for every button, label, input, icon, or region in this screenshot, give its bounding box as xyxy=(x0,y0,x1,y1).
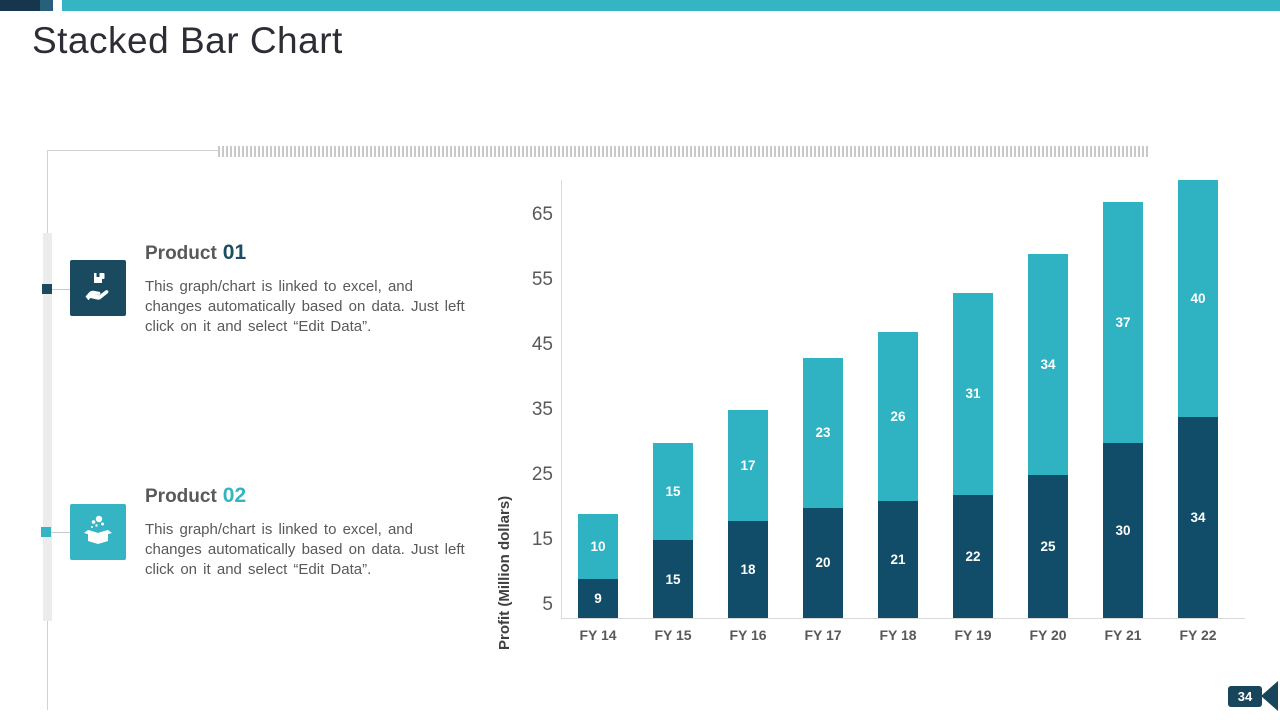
product1-icon-box xyxy=(70,260,126,316)
x-axis-category-label: FY 16 xyxy=(729,627,767,643)
y-tick-label: 35 xyxy=(531,399,553,421)
bar-segment-product2[interactable]: 23 xyxy=(803,358,843,508)
frame-left-bar xyxy=(43,233,52,621)
header-strip-dark xyxy=(0,0,40,11)
y-tick-label: 55 xyxy=(531,269,553,291)
ticker-strip-decoration xyxy=(218,146,1148,157)
x-axis-category-label: FY 17 xyxy=(804,627,842,643)
x-axis-category-label: FY 21 xyxy=(1104,627,1142,643)
product1-heading-label: Product xyxy=(145,243,217,264)
y-tick-label: 65 xyxy=(531,204,553,226)
bar-segment-product2[interactable]: 31 xyxy=(953,293,993,495)
product2-description: This graph/chart is linked to excel, and… xyxy=(145,521,465,578)
bar-segment-product1[interactable]: 22 xyxy=(953,494,993,618)
bar-segment-product1[interactable]: 9 xyxy=(578,579,618,618)
product1-bullet-square xyxy=(42,284,52,294)
product1-heading: Product 01 xyxy=(145,241,246,265)
product2-bullet-square xyxy=(41,527,51,537)
product2-connector-line xyxy=(51,532,70,533)
stacked-bar-chart[interactable]: Profit (Million dollars) 5 15 25 35 45 55 65 9 1… xyxy=(490,170,1260,650)
product2-heading-label: Product xyxy=(145,486,217,507)
bar-segment-product1[interactable]: 30 xyxy=(1103,442,1143,618)
header-strip-teal xyxy=(62,0,1280,11)
bar-segment-product2[interactable]: 34 xyxy=(1028,254,1068,476)
product1-heading-number: 01 xyxy=(222,241,247,264)
page-title: Stacked Bar Chart xyxy=(32,20,343,61)
bar-segment-product1[interactable]: 25 xyxy=(1028,475,1068,618)
x-axis-line xyxy=(561,618,1245,619)
x-axis-category-label: FY 15 xyxy=(654,627,692,643)
product2-heading-number: 02 xyxy=(222,484,247,507)
bar-segment-product1[interactable]: 20 xyxy=(803,507,843,618)
bar-segment-product2[interactable]: 10 xyxy=(578,514,618,579)
x-axis-category-label: FY 22 xyxy=(1179,627,1217,643)
bar-segment-product2[interactable]: 40 xyxy=(1178,180,1218,417)
bar-segment-product1[interactable]: 15 xyxy=(653,540,693,618)
hand-holding-box-icon xyxy=(81,269,115,308)
product1-connector-line xyxy=(52,289,70,290)
x-axis-category-label: FY 20 xyxy=(1029,627,1067,643)
frame-top-line xyxy=(47,150,218,151)
page-number-badge: 34 xyxy=(1228,686,1262,707)
y-tick-label: 45 xyxy=(531,334,553,356)
bar-segment-product2[interactable]: 26 xyxy=(878,332,918,502)
bar-segment-product2[interactable]: 15 xyxy=(653,442,693,540)
bar-segment-product1[interactable]: 21 xyxy=(878,501,918,618)
x-axis-category-label: FY 19 xyxy=(954,627,992,643)
y-tick-label: 25 xyxy=(531,464,553,486)
page-arrow-icon xyxy=(1261,681,1278,711)
y-tick-label: 5 xyxy=(542,594,553,615)
open-box-icon xyxy=(80,512,116,553)
y-axis-title: Profit (Million dollars) xyxy=(496,495,513,650)
product2-heading: Product 02 xyxy=(145,484,246,508)
y-axis-line xyxy=(561,180,562,618)
bar-segment-product1[interactable]: 34 xyxy=(1178,416,1218,618)
y-tick-label: 15 xyxy=(531,529,553,551)
product1-description: This graph/chart is linked to excel, and… xyxy=(145,278,465,335)
x-axis-category-label: FY 14 xyxy=(579,627,617,643)
header-strip-medium xyxy=(40,0,53,11)
bar-segment-product2[interactable]: 37 xyxy=(1103,202,1143,443)
product2-icon-box xyxy=(70,504,126,560)
bar-segment-product1[interactable]: 18 xyxy=(728,520,768,618)
bar-segment-product2[interactable]: 17 xyxy=(728,410,768,521)
x-axis-category-label: FY 18 xyxy=(879,627,917,643)
